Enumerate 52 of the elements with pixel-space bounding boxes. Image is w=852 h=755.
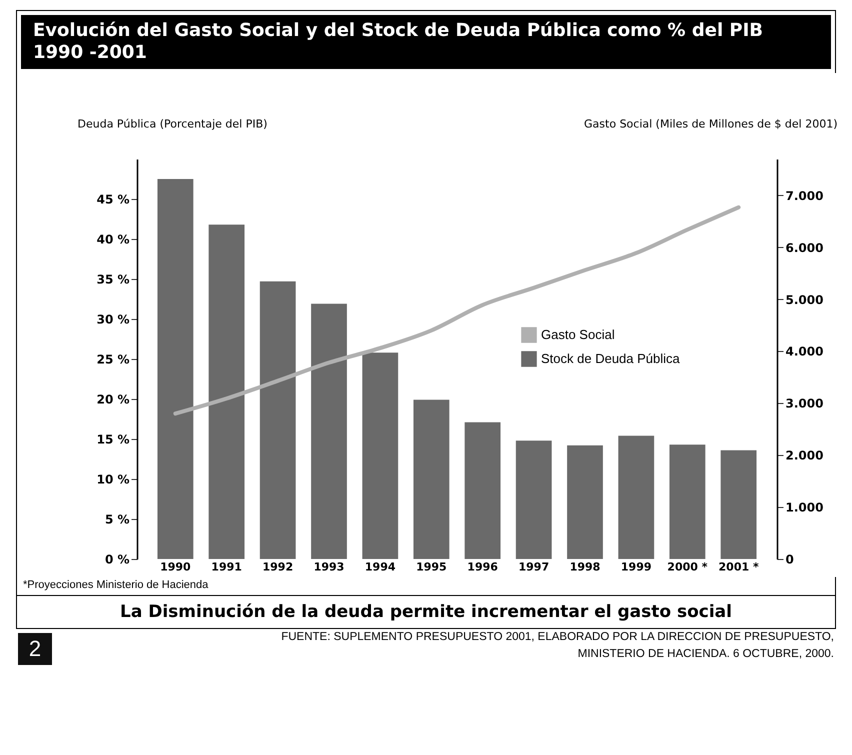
bar [413,400,450,559]
x-tick-label: 2000 * [667,560,708,574]
bar [669,444,706,559]
bar [157,179,194,559]
y-axis-title: Deuda Pública (Porcentaje del PIB) [78,118,268,130]
y2-axis-title: Gasto Social (Miles de Millones de $ del 2001) [584,118,838,130]
x-tick-label: 1997 [518,560,550,574]
y2-tick-label: 4.000 [786,344,824,359]
y2-tick-label: 2.000 [786,448,824,463]
text: 2 [18,633,52,665]
y-tick-label: 5 % [104,512,130,526]
y2-tick-label: 3.000 [786,396,824,411]
x-tick-label: 2001 * [718,560,759,574]
legend-label: Gasto Social [541,327,615,342]
bar [464,422,501,559]
y-tick-label: 45 % [96,192,130,206]
y-tick-label: 0 % [104,552,130,566]
bar [260,281,296,559]
y-tick-label: 40 % [96,232,130,246]
y-tick-label: 20 % [96,392,130,406]
text: *Proyecciones Ministerio de Hacienda [22,578,210,593]
y2-tick-label: 0 [786,552,794,566]
x-tick-label: 1990 [160,560,192,574]
y-tick-label: 35 % [96,272,130,286]
x-tick-label: 1994 [364,560,396,574]
y-tick-label: 30 % [96,312,130,326]
text: La Disminución de la deuda permite incrementar el gasto social [17,595,835,628]
x-tick-label: 1993 [314,560,344,574]
y-tick-label: 10 % [96,472,130,486]
x-tick-label: 1995 [416,560,447,574]
y2-tick-label: 1.000 [786,500,824,515]
bar [618,436,654,559]
legend-label: Stock de Deuda Pública [541,351,681,366]
bar [208,224,245,559]
x-tick-label: 1992 [262,560,294,574]
bar [720,450,757,559]
line-series [173,205,741,416]
x-tick-label: 1999 [620,560,652,574]
bar [362,352,398,559]
y2-tick-label: 5.000 [786,292,824,307]
x-tick-label: 1998 [570,560,600,574]
chart-title: Evolución del Gasto Social y del Stock de Deuda Pública como % del PIB 1990 -2001 [21,15,831,69]
bar [567,445,603,559]
y-tick-label: 25 % [96,352,130,366]
source-note: FUENTE: SUPLEMENTO PRESUPUESTO 2001, ELABORADO POR LA DIRECCION DE PRESUPUESTO, MINISTERIO DE HACIENDA. 6 OCTUBRE, 2000. [280,630,834,662]
y-tick-label: 15 % [96,432,130,446]
y2-tick-label: 7.000 [786,188,824,203]
x-tick-label: 1996 [467,560,498,574]
y2-tick-label: 6.000 [786,240,824,255]
bar [311,304,347,559]
x-tick-label: 1991 [211,560,242,574]
bar [516,440,552,559]
